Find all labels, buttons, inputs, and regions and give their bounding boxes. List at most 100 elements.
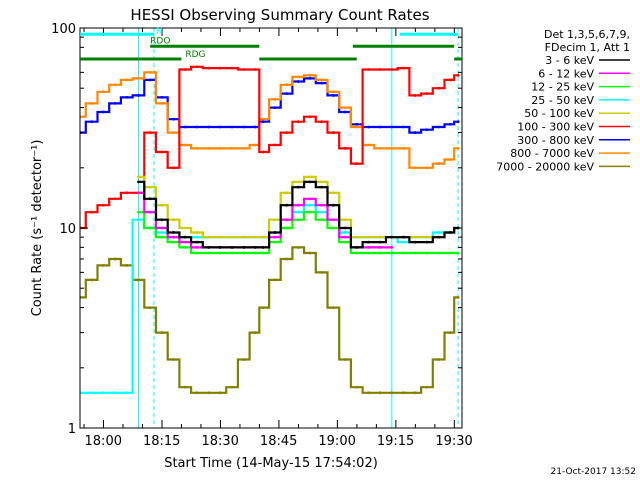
series-1-point-12 <box>261 245 265 249</box>
series-6-point-11 <box>195 65 199 69</box>
series-2-point-16 <box>308 197 312 201</box>
series-line-9 <box>80 246 459 394</box>
series-6-point-30 <box>413 94 417 97</box>
series-4-point-2 <box>90 391 94 395</box>
series-8-point-5 <box>125 78 129 82</box>
series-6-point-21 <box>308 115 312 119</box>
series-7-point-7 <box>148 78 152 82</box>
legend-label-7: 300 - 800 keV <box>517 134 594 147</box>
series-1-point-1 <box>137 180 140 184</box>
series-4-point-4 <box>113 391 117 395</box>
series-7-point-16 <box>254 125 257 129</box>
series-7-point-17 <box>261 120 265 124</box>
series-7-point-4 <box>113 101 117 105</box>
series-6-point-18 <box>273 143 277 147</box>
series-4-point-6 <box>137 218 140 222</box>
series-9-point-4 <box>113 257 117 261</box>
series-8-point-26 <box>367 143 370 147</box>
series-7-point-33 <box>448 122 452 126</box>
series-3-point-26 <box>425 251 429 255</box>
series-5-point-16 <box>308 175 312 179</box>
series-7-point-25 <box>355 122 359 126</box>
series-9-point-9 <box>172 358 175 361</box>
series-6-point-12 <box>207 66 211 70</box>
series-4-point-22 <box>320 210 324 214</box>
series-line-1 <box>138 180 459 249</box>
series-3-point-1 <box>137 210 140 214</box>
x-tick-label-1845: 18:45 <box>260 434 297 449</box>
series-3-point-4 <box>172 240 175 244</box>
series-8-point-21 <box>308 73 312 77</box>
series-1-point-7 <box>207 245 211 249</box>
series-1-point-11 <box>254 245 257 249</box>
series-2-point-2 <box>148 210 152 214</box>
series-6-point-28 <box>390 68 394 71</box>
series-6-point-22 <box>320 120 324 124</box>
series-2-point-6 <box>195 245 199 249</box>
series-9-point-7 <box>148 306 152 309</box>
series-5-point-22 <box>378 235 382 239</box>
legend-label-5: 50 - 100 keV <box>524 107 594 120</box>
legend: Det 1,3,5,6,7,9, FDecim 1, Att 1 3 - 6 k… <box>496 28 630 173</box>
status-bar-label-rdg: RDG <box>185 50 205 60</box>
series-3-point-2 <box>148 226 152 230</box>
series-line-6 <box>80 65 459 230</box>
chart-title: HESSI Observing Summary Count Rates <box>130 6 429 24</box>
series-4-point-20 <box>296 210 300 214</box>
series-7-point-34 <box>456 120 460 124</box>
series-7-point-30 <box>413 131 417 134</box>
series-3-point-8 <box>218 251 222 255</box>
series-8-point-28 <box>390 147 394 150</box>
series-8-point-25 <box>355 125 359 129</box>
series-9-point-13 <box>218 391 222 395</box>
series-8-point-16 <box>254 143 257 147</box>
series-1-point-18 <box>331 203 335 207</box>
series-5-point-7 <box>207 235 211 239</box>
series-8-point-17 <box>261 117 265 121</box>
series-1-point-26 <box>425 240 429 244</box>
series-7-point-29 <box>402 125 405 129</box>
series-6-point-23 <box>331 131 335 134</box>
series-5-point-2 <box>148 185 152 189</box>
series-5-point-6 <box>195 231 199 234</box>
series-8-point-14 <box>230 147 234 150</box>
series-9-point-29 <box>402 391 405 395</box>
series-8-point-20 <box>296 75 300 79</box>
series-8-point-7 <box>148 70 152 74</box>
series-1-point-10 <box>242 245 246 249</box>
series-1-point-9 <box>230 245 234 249</box>
series-9-point-5 <box>125 264 129 267</box>
series-9-point-25 <box>355 385 359 389</box>
y-axis: 1 10 100 <box>51 22 462 437</box>
series-2-point-13 <box>273 235 277 239</box>
series-5-point-18 <box>331 191 335 195</box>
series-line-8 <box>80 71 459 169</box>
series-2-point-23 <box>390 245 394 249</box>
series-5-point-5 <box>183 226 187 230</box>
series-1-point-28 <box>448 231 452 234</box>
series-2-point-17 <box>320 203 324 207</box>
series-3-point-16 <box>308 210 312 214</box>
legend-label-4: 25 - 50 keV <box>531 94 594 107</box>
series-3-point-21 <box>367 251 370 255</box>
series-1-point-15 <box>296 185 300 189</box>
series-6-point-29 <box>402 66 405 70</box>
series-5-point-19 <box>343 218 347 222</box>
x-axis-label: Start Time (14-May-15 17:54:02) <box>164 456 378 471</box>
series-9-point-22 <box>320 270 324 274</box>
series-3-point-17 <box>320 218 324 222</box>
series-1-point-8 <box>218 245 222 249</box>
series-7-point-31 <box>425 128 429 132</box>
series-3-point-6 <box>195 251 199 255</box>
series-2-point-21 <box>367 245 370 249</box>
series-1-point-19 <box>343 226 347 230</box>
series-3-point-20 <box>355 251 359 255</box>
series-6-point-26 <box>367 68 370 71</box>
x-tick-label-1915: 19:15 <box>377 434 414 449</box>
series-6-point-14 <box>230 66 234 70</box>
y-tick-label-100: 100 <box>51 22 76 37</box>
series-3-point-10 <box>242 251 246 255</box>
series-1-point-23 <box>390 235 394 239</box>
series-7-point-19 <box>285 92 288 95</box>
series-8-point-4 <box>113 83 117 87</box>
